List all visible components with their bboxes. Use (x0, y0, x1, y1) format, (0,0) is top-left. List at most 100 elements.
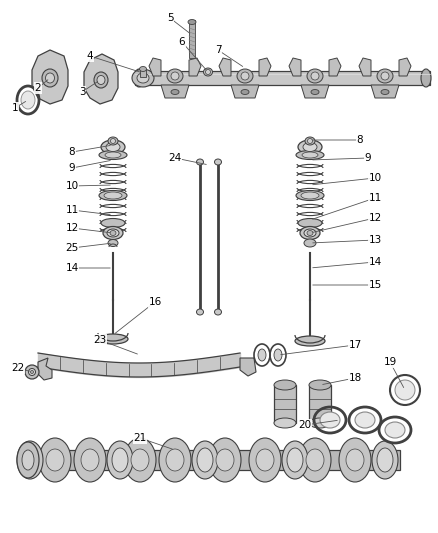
Ellipse shape (300, 227, 320, 239)
Ellipse shape (192, 441, 218, 479)
Ellipse shape (197, 309, 204, 315)
Text: 4: 4 (87, 51, 93, 61)
Ellipse shape (99, 190, 127, 200)
Ellipse shape (306, 449, 324, 471)
Polygon shape (259, 58, 271, 76)
Text: 1: 1 (12, 103, 18, 113)
Bar (140, 69, 146, 77)
Ellipse shape (188, 20, 196, 25)
Ellipse shape (296, 190, 324, 200)
Ellipse shape (21, 91, 35, 109)
Ellipse shape (237, 69, 253, 83)
Ellipse shape (377, 69, 393, 83)
Ellipse shape (258, 349, 266, 361)
Ellipse shape (381, 72, 389, 80)
Ellipse shape (124, 438, 156, 482)
Polygon shape (32, 50, 68, 104)
Text: 14: 14 (65, 263, 79, 273)
Ellipse shape (204, 68, 212, 76)
Ellipse shape (209, 438, 241, 482)
Text: 16: 16 (148, 297, 162, 307)
Ellipse shape (274, 418, 296, 428)
Ellipse shape (105, 152, 121, 158)
Ellipse shape (46, 449, 64, 471)
Ellipse shape (205, 69, 211, 75)
Ellipse shape (22, 450, 34, 470)
Ellipse shape (256, 449, 274, 471)
Polygon shape (359, 58, 371, 76)
Text: 2: 2 (35, 83, 41, 93)
Text: 15: 15 (368, 280, 381, 290)
Ellipse shape (197, 159, 204, 165)
Text: 20: 20 (298, 420, 311, 430)
Ellipse shape (39, 438, 71, 482)
Polygon shape (38, 358, 52, 380)
Bar (274, 385, 296, 423)
Text: 12: 12 (368, 213, 381, 223)
Ellipse shape (307, 69, 323, 83)
Ellipse shape (339, 438, 371, 482)
Text: 18: 18 (348, 373, 362, 383)
Text: 12: 12 (65, 223, 79, 233)
Ellipse shape (299, 438, 331, 482)
Ellipse shape (107, 229, 119, 237)
Text: 13: 13 (368, 235, 381, 245)
Ellipse shape (287, 448, 303, 472)
Ellipse shape (159, 438, 191, 482)
Polygon shape (329, 58, 341, 76)
Ellipse shape (282, 441, 308, 479)
Bar (22, 450, 400, 470)
Polygon shape (161, 85, 189, 98)
Ellipse shape (166, 449, 184, 471)
Ellipse shape (167, 69, 183, 83)
Text: 11: 11 (65, 205, 79, 215)
Ellipse shape (295, 336, 325, 346)
Text: 21: 21 (134, 433, 147, 443)
Ellipse shape (139, 67, 146, 71)
Ellipse shape (249, 438, 281, 482)
Ellipse shape (132, 69, 154, 87)
Bar (189, 20, 195, 58)
Ellipse shape (301, 192, 319, 199)
Ellipse shape (304, 229, 316, 237)
Ellipse shape (171, 72, 179, 80)
Text: 17: 17 (348, 340, 362, 350)
Ellipse shape (42, 69, 58, 87)
Ellipse shape (320, 412, 340, 428)
Ellipse shape (101, 140, 125, 154)
Ellipse shape (274, 349, 282, 361)
Polygon shape (84, 54, 118, 104)
Ellipse shape (311, 90, 319, 94)
Ellipse shape (302, 152, 318, 158)
Text: 11: 11 (368, 193, 381, 203)
Polygon shape (399, 58, 411, 76)
Ellipse shape (197, 448, 213, 472)
Text: 10: 10 (65, 181, 78, 191)
Ellipse shape (17, 441, 43, 479)
Ellipse shape (216, 449, 234, 471)
Ellipse shape (298, 140, 322, 154)
Text: 6: 6 (179, 37, 185, 47)
Ellipse shape (372, 441, 398, 479)
Text: 25: 25 (65, 243, 79, 253)
Ellipse shape (377, 448, 393, 472)
Text: 8: 8 (69, 147, 75, 157)
Ellipse shape (241, 72, 249, 80)
Ellipse shape (22, 448, 38, 472)
Ellipse shape (112, 448, 128, 472)
Ellipse shape (215, 309, 222, 315)
Ellipse shape (46, 73, 54, 83)
Text: 3: 3 (79, 87, 85, 97)
Text: 9: 9 (365, 153, 371, 163)
Text: 23: 23 (93, 335, 106, 345)
Ellipse shape (106, 142, 120, 151)
Ellipse shape (17, 442, 39, 478)
Ellipse shape (346, 449, 364, 471)
Ellipse shape (81, 449, 99, 471)
Polygon shape (231, 85, 259, 98)
Ellipse shape (103, 227, 123, 239)
Ellipse shape (307, 230, 313, 236)
Ellipse shape (110, 139, 116, 143)
Ellipse shape (385, 422, 405, 438)
Ellipse shape (134, 69, 144, 87)
